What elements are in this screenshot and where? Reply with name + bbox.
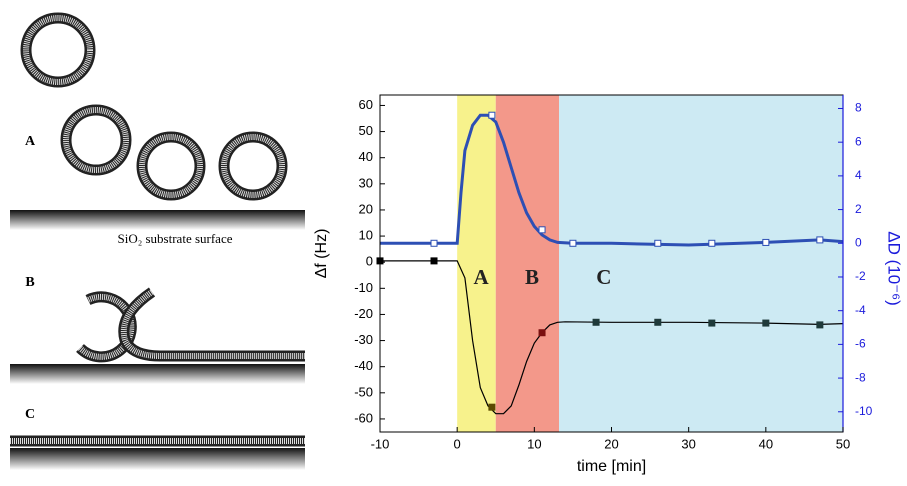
marker xyxy=(538,226,546,234)
y2-tick-label: -2 xyxy=(855,269,866,283)
y2-tick-label: 4 xyxy=(855,168,862,182)
y-tick-label: 10 xyxy=(359,228,373,243)
region xyxy=(457,95,496,432)
substrate xyxy=(10,364,305,384)
marker xyxy=(762,319,770,327)
marker xyxy=(816,321,824,329)
y-tick-label: 0 xyxy=(366,254,373,269)
region-label: A xyxy=(474,265,490,289)
y2-tick-label: -8 xyxy=(855,370,866,384)
marker xyxy=(538,329,546,337)
y-tick-label: -40 xyxy=(354,358,373,373)
stage-label: B xyxy=(25,275,34,290)
y-tick-label: 40 xyxy=(359,149,373,164)
region-label: C xyxy=(596,265,611,289)
stage-label: C xyxy=(25,407,35,422)
diagram: SiO₂ substrate surface A B C xyxy=(10,12,305,470)
y-tick-label: -50 xyxy=(354,384,373,399)
x-tick-label: 10 xyxy=(527,436,541,451)
substrate-caption: SiO₂ substrate surface xyxy=(117,231,232,246)
y2-tick-label: -4 xyxy=(855,303,866,317)
x-tick-label: 40 xyxy=(759,436,773,451)
region-label: B xyxy=(525,265,539,289)
y-tick-label: 20 xyxy=(359,201,373,216)
marker xyxy=(654,239,662,247)
x-axis-label: time [min] xyxy=(577,458,646,475)
y-tick-label: -10 xyxy=(354,280,373,295)
marker xyxy=(430,257,438,265)
data-line xyxy=(380,113,844,247)
y2-axis-label: ΔD (10⁻⁶) xyxy=(885,231,904,306)
marker xyxy=(708,239,716,247)
chart: A B C-10 0 10 20 30 40 506050403020100-10-20-30-… xyxy=(313,94,904,475)
substrate xyxy=(10,448,305,470)
marker xyxy=(488,403,496,411)
marker xyxy=(708,319,716,327)
stage-label: A xyxy=(25,134,36,149)
data-line xyxy=(380,260,844,415)
marker xyxy=(654,318,662,326)
region xyxy=(559,95,843,432)
y-tick-label: 60 xyxy=(359,97,373,112)
y2-tick-label: 0 xyxy=(855,235,862,249)
marker xyxy=(762,238,770,246)
marker xyxy=(488,111,496,119)
y2-tick-label: -6 xyxy=(855,337,866,351)
marker xyxy=(816,236,824,244)
x-tick-label: 50 xyxy=(836,436,850,451)
vesicles xyxy=(10,12,305,447)
y-tick-label: -30 xyxy=(354,332,373,347)
substrate xyxy=(10,210,305,230)
x-tick-label: 0 xyxy=(454,436,461,451)
y-tick-label: -20 xyxy=(354,306,373,321)
x-tick-label: 20 xyxy=(604,436,618,451)
x-tick-label: 30 xyxy=(681,436,695,451)
marker xyxy=(430,239,438,247)
x-tick-label: -10 xyxy=(371,436,390,451)
y-axis-label: Δf (Hz) xyxy=(313,229,330,279)
y-tick-label: -60 xyxy=(354,410,373,425)
marker xyxy=(569,239,577,247)
marker xyxy=(592,318,600,326)
y-tick-label: 50 xyxy=(359,123,373,138)
y2-tick-label: 8 xyxy=(855,101,862,115)
y2-tick-label: 6 xyxy=(855,134,862,148)
y2-tick-label: -10 xyxy=(855,404,873,418)
y-tick-label: 30 xyxy=(359,175,373,190)
y2-tick-label: 2 xyxy=(855,202,862,216)
